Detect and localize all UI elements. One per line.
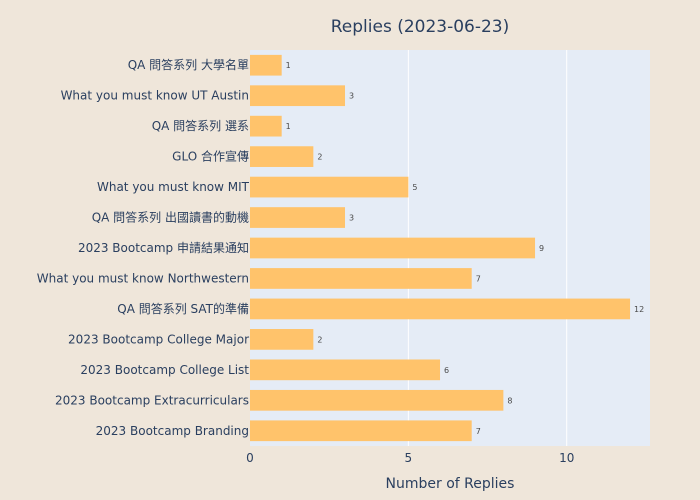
bar[interactable] [250,389,504,411]
x-tick-label: 5 [405,451,413,465]
category-label: 2023 Bootcamp Extracurriculars [55,393,249,407]
bar-value-label: 9 [539,244,544,253]
bar[interactable] [250,237,536,259]
x-tick-label: 10 [559,451,574,465]
category-label: 2023 Bootcamp College List [80,363,249,377]
bar-value-label: 2 [317,153,322,162]
category-label: GLO 合作宣傳 [172,149,249,164]
bars [250,54,631,442]
category-label: What you must know Northwestern [37,271,249,285]
category-label: QA 問答系列 大學名單 [128,57,249,72]
bar[interactable] [250,329,314,350]
chart-title: Replies (2023-06-23) [331,17,510,37]
x-axis-title: Number of Replies [386,476,515,492]
bar-value-label: 1 [286,122,291,131]
bar-value-label: 3 [349,92,354,101]
bar[interactable] [250,359,441,381]
bar-value-label: 7 [476,427,481,436]
bar[interactable] [250,207,346,228]
bar[interactable] [250,146,314,167]
category-label: QA 問答系列 出國讀書的動機 [92,210,249,225]
x-tick-label: 0 [246,451,254,465]
x-tick-labels: 0 5 10 [246,451,574,465]
bar-value-label: 8 [507,396,512,405]
category-label: 2023 Bootcamp College Major [68,332,249,346]
category-label: 2023 Bootcamp 申請結果通知 [78,241,249,255]
bar[interactable] [250,176,409,198]
category-labels: QA 問答系列 大學名單 What you must know UT Austin… [37,57,250,438]
bar[interactable] [250,115,282,137]
category-label: What you must know MIT [97,180,250,194]
bar-value-label: 1 [286,61,291,70]
bar[interactable] [250,54,282,76]
bar-value-label: 2 [317,335,322,344]
bar-value-label: 12 [634,305,644,314]
bar[interactable] [250,420,472,442]
bar-value-label: 6 [444,366,449,375]
category-label: QA 問答系列 選系 [152,118,249,133]
bar[interactable] [250,298,631,320]
bar[interactable] [250,268,472,289]
category-label: QA 問答系列 SAT的準備 [117,301,249,316]
bar-value-label: 5 [412,183,417,192]
bar[interactable] [250,85,346,107]
bar-value-label: 3 [349,214,354,223]
category-label: What you must know UT Austin [61,89,249,103]
category-label: 2023 Bootcamp Branding [96,424,249,438]
bar-value-label: 7 [476,274,481,283]
